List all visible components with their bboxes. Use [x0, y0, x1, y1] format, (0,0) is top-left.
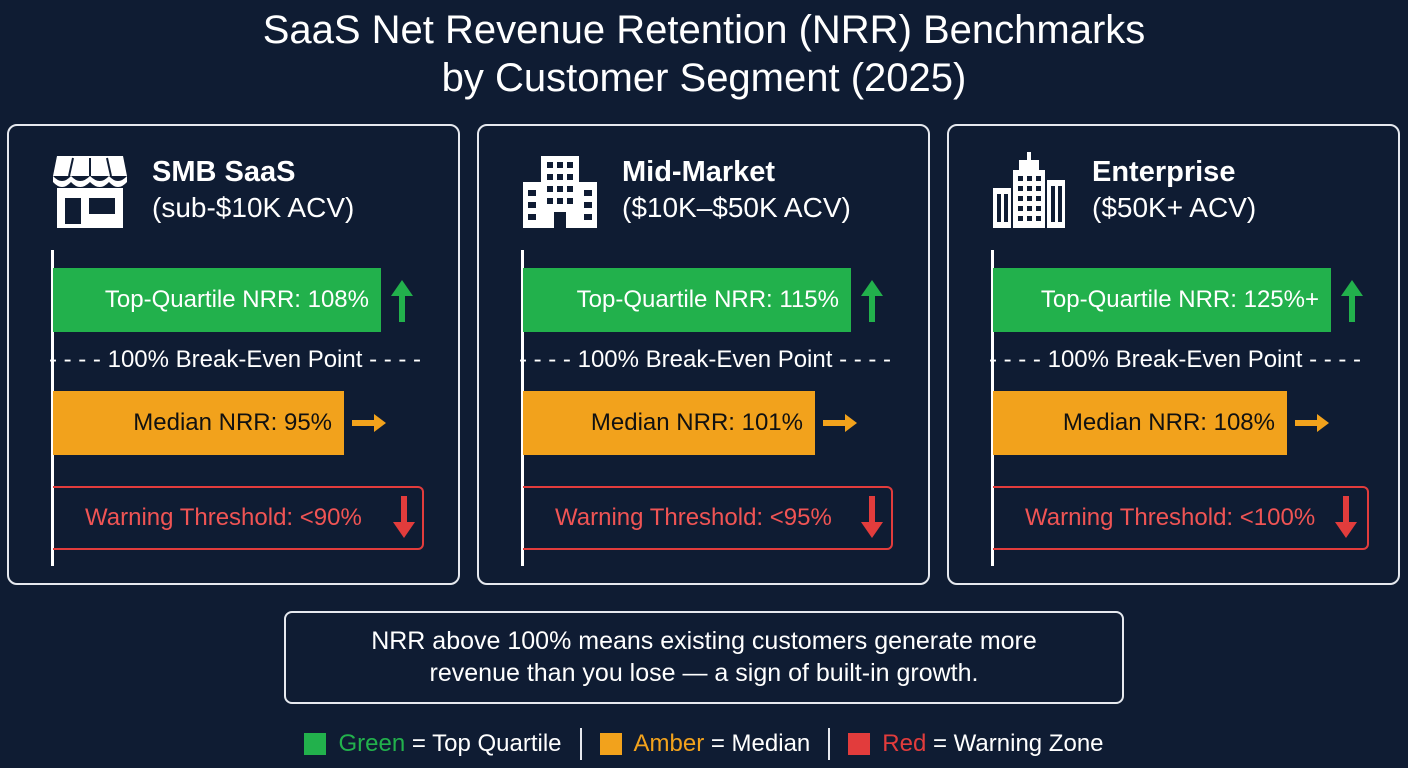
value-axis-line — [991, 250, 994, 566]
right-arrow-icon — [823, 414, 857, 432]
segment-acv: ($10K–$50K ACV) — [622, 192, 851, 223]
value-axis-line — [51, 250, 54, 566]
warning-threshold-label: Warning Threshold: <95% — [555, 504, 832, 531]
legend-meaning: = Median — [704, 730, 811, 757]
up-arrow-icon — [391, 280, 413, 322]
median-bar: Median NRR: 95% — [53, 391, 344, 455]
legend-color-word: Green — [338, 730, 406, 757]
office-building-icon — [523, 156, 597, 228]
up-arrow-icon — [861, 280, 883, 322]
note-line-1: NRR above 100% means existing customers … — [371, 627, 1037, 655]
segment-acv: ($50K+ ACV) — [1092, 192, 1257, 223]
segment-panel-mid-market: Mid-Market ($10K–$50K ACV) Top-Quartile … — [477, 124, 930, 585]
segment-name: Enterprise — [1092, 156, 1236, 188]
legend-item-red: Red = Warning Zone — [848, 730, 1104, 758]
median-bar: Median NRR: 101% — [523, 391, 815, 455]
warning-threshold-label: Warning Threshold: <90% — [85, 504, 362, 531]
chart-title-line-2: by Customer Segment (2025) — [441, 56, 967, 100]
legend-item-amber: Amber = Median — [599, 730, 811, 758]
right-arrow-icon — [352, 414, 386, 432]
down-arrow-icon — [393, 496, 415, 538]
legend-color-word: Amber — [633, 730, 705, 757]
segment-name: Mid-Market — [622, 156, 776, 188]
warning-threshold-box: Warning Threshold: <100% — [993, 486, 1369, 550]
storefront-icon — [53, 156, 127, 228]
note-line-2: revenue than you lose — a sign of built-… — [429, 659, 979, 687]
legend-color-word: Red — [882, 730, 927, 757]
down-arrow-icon — [1335, 496, 1357, 538]
legend: Green = Top Quartile Amber = Median Red … — [0, 726, 1408, 762]
break-even-label: 100% Break-Even Point — [577, 346, 833, 373]
top-quartile-bar: Top-Quartile NRR: 115% — [523, 268, 851, 332]
legend-meaning: = Top Quartile — [405, 730, 562, 757]
legend-separator — [579, 728, 582, 760]
legend-separator — [828, 728, 831, 760]
warning-threshold-box: Warning Threshold: <90% — [53, 486, 424, 550]
segment-name: SMB SaaS — [152, 156, 296, 188]
chart-title: SaaS Net Revenue Retention (NRR) Benchma… — [0, 6, 1408, 102]
top-quartile-bar: Top-Quartile NRR: 125%+ — [993, 268, 1331, 332]
median-bar: Median NRR: 108% — [993, 391, 1287, 455]
up-arrow-icon — [1341, 280, 1363, 322]
chart-title-line-1: SaaS Net Revenue Retention (NRR) Benchma… — [262, 8, 1146, 52]
break-even-line: - - - - 100% Break-Even Point - - - - — [48, 346, 422, 373]
legend-swatch-green — [304, 733, 327, 755]
segment-panel-enterprise: Enterprise ($50K+ ACV) Top-Quartile NRR:… — [947, 124, 1400, 585]
segment-panel-smb: SMB SaaS (sub-$10K ACV) Top-Quartile NRR… — [7, 124, 460, 585]
legend-item-green: Green = Top Quartile — [304, 730, 562, 758]
legend-swatch-red — [848, 733, 871, 755]
skyscraper-icon — [993, 152, 1065, 228]
legend-swatch-amber — [599, 733, 622, 755]
segment-acv: (sub-$10K ACV) — [152, 192, 355, 223]
legend-meaning: = Warning Zone — [926, 730, 1104, 757]
warning-threshold-box: Warning Threshold: <95% — [523, 486, 893, 550]
right-arrow-icon — [1295, 414, 1329, 432]
break-even-label: 100% Break-Even Point — [107, 346, 363, 373]
top-quartile-bar: Top-Quartile NRR: 108% — [53, 268, 381, 332]
break-even-line: - - - - 100% Break-Even Point - - - - — [518, 346, 892, 373]
break-even-label: 100% Break-Even Point — [1047, 346, 1303, 373]
down-arrow-icon — [861, 496, 883, 538]
explanation-note: NRR above 100% means existing customers … — [284, 611, 1124, 704]
warning-threshold-label: Warning Threshold: <100% — [1025, 504, 1316, 531]
break-even-line: - - - - 100% Break-Even Point - - - - — [988, 346, 1362, 373]
value-axis-line — [521, 250, 524, 566]
